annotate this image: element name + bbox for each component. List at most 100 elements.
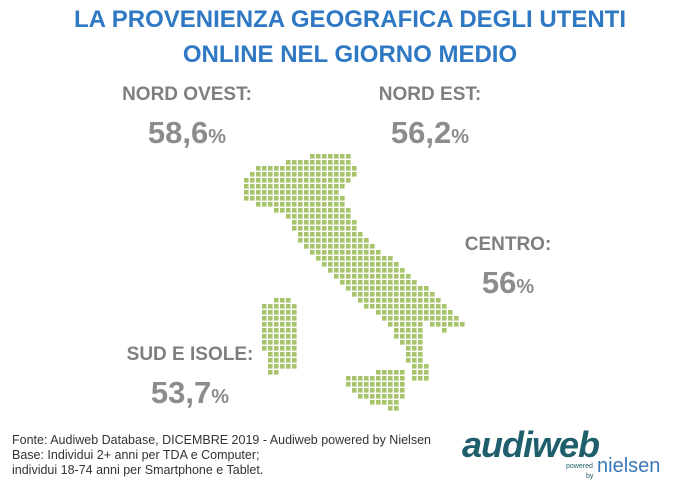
map-dot	[328, 184, 333, 189]
map-dot	[322, 196, 327, 201]
map-dot	[358, 232, 363, 237]
map-dot	[376, 250, 381, 255]
map-dot	[352, 250, 357, 255]
map-dot	[292, 316, 297, 321]
map-dot	[400, 334, 405, 339]
map-dot	[394, 304, 399, 309]
map-dot	[262, 340, 267, 345]
map-dot	[346, 154, 351, 159]
map-dot	[274, 346, 279, 351]
map-dot	[388, 286, 393, 291]
map-dot	[406, 304, 411, 309]
map-dot	[328, 256, 333, 261]
map-dot	[394, 394, 399, 399]
map-dot	[370, 286, 375, 291]
map-dot	[262, 172, 267, 177]
map-dot	[406, 280, 411, 285]
map-dot	[316, 202, 321, 207]
map-dot	[412, 364, 417, 369]
map-dot	[316, 232, 321, 237]
map-dot	[370, 262, 375, 267]
map-dot	[328, 262, 333, 267]
map-dot	[346, 274, 351, 279]
footer-line: Fonte: Audiweb Database, DICEMBRE 2019 -…	[12, 433, 431, 447]
map-dot	[412, 304, 417, 309]
map-dot	[394, 298, 399, 303]
map-dot	[274, 178, 279, 183]
map-dot	[412, 286, 417, 291]
map-dot	[274, 208, 279, 213]
map-dot	[430, 322, 435, 327]
map-dot	[340, 262, 345, 267]
map-dot	[310, 166, 315, 171]
map-dot	[412, 328, 417, 333]
map-dot	[400, 310, 405, 315]
map-dot	[406, 298, 411, 303]
regions: NORD OVEST: 58,6% NORD EST: 56,2% CENTRO: 56%…	[122, 84, 551, 410]
map-dot	[436, 310, 441, 315]
map-dot	[274, 352, 279, 357]
map-dot	[334, 256, 339, 261]
map-dot	[382, 274, 387, 279]
map-dot	[304, 166, 309, 171]
map-dot	[268, 322, 273, 327]
map-dot	[352, 256, 357, 261]
map-dot	[334, 172, 339, 177]
map-dot	[256, 202, 261, 207]
map-dot	[376, 388, 381, 393]
map-dot	[346, 268, 351, 273]
map-dot	[394, 400, 399, 405]
map-dot	[298, 196, 303, 201]
map-dot	[340, 256, 345, 261]
map-dot	[280, 316, 285, 321]
map-dot	[280, 190, 285, 195]
map-dot	[310, 244, 315, 249]
map-dot	[286, 208, 291, 213]
map-dot	[262, 304, 267, 309]
map-dot	[418, 370, 423, 375]
map-dot	[322, 244, 327, 249]
map-dot	[280, 352, 285, 357]
map-dot	[310, 202, 315, 207]
map-dot	[358, 244, 363, 249]
map-dot	[322, 256, 327, 261]
footer-line: individui 18-74 anni per Smartphone e Ta…	[12, 463, 263, 477]
map-dot	[298, 202, 303, 207]
map-dot	[400, 268, 405, 273]
map-dot	[262, 202, 267, 207]
map-dot	[412, 370, 417, 375]
map-dot	[298, 220, 303, 225]
map-dot	[406, 310, 411, 315]
map-dot	[376, 394, 381, 399]
map-dot	[424, 310, 429, 315]
map-dot	[286, 334, 291, 339]
map-dot	[442, 304, 447, 309]
map-dot	[292, 340, 297, 345]
map-dot	[292, 334, 297, 339]
map-dot	[406, 274, 411, 279]
map-dot	[382, 268, 387, 273]
map-dot	[340, 232, 345, 237]
map-dot	[328, 250, 333, 255]
map-dot	[340, 172, 345, 177]
map-dot	[382, 316, 387, 321]
map-dot	[352, 262, 357, 267]
map-dot	[304, 232, 309, 237]
map-dot	[328, 166, 333, 171]
map-dot	[400, 376, 405, 381]
map-dot	[292, 310, 297, 315]
map-dot	[268, 196, 273, 201]
map-dot	[424, 292, 429, 297]
map-dot	[364, 376, 369, 381]
map-dot	[358, 388, 363, 393]
map-dot	[304, 238, 309, 243]
map-dot	[256, 190, 261, 195]
map-dot	[262, 310, 267, 315]
map-dot	[364, 268, 369, 273]
map-dot	[340, 226, 345, 231]
map-dot	[364, 286, 369, 291]
map-dot	[268, 316, 273, 321]
map-dot	[268, 166, 273, 171]
map-dot	[268, 202, 273, 207]
